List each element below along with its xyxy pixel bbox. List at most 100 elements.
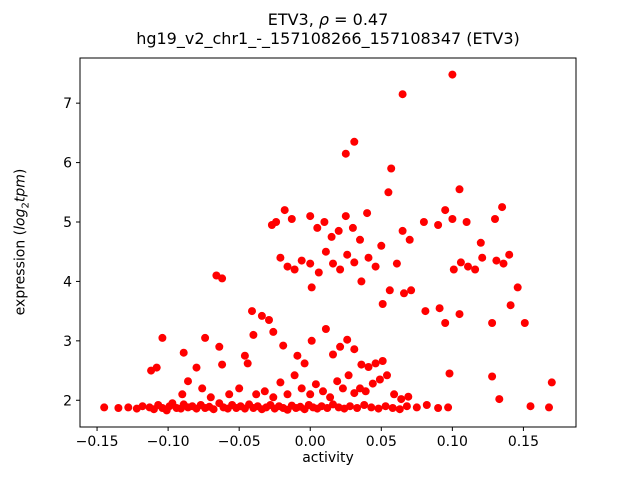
scatter-point: [243, 359, 252, 368]
scatter-point: [364, 363, 373, 371]
scatter-point: [343, 250, 352, 259]
y-tick-label: 5: [63, 215, 72, 231]
axes-box: [79, 57, 577, 428]
scatter-point: [398, 226, 407, 235]
x-axis-label: activity: [302, 450, 354, 466]
scatter-point: [371, 262, 380, 271]
scatter-point: [395, 405, 404, 414]
scatter-point: [434, 221, 443, 229]
scatter-point: [398, 90, 407, 99]
scatter-point: [290, 265, 299, 274]
scatter-point: [448, 70, 457, 79]
chart-title: ETV3, ρ = 0.47: [267, 10, 389, 29]
scatter-point: [400, 289, 408, 298]
y-tick-label: 3: [63, 334, 72, 350]
scatter-point: [492, 256, 501, 265]
scatter-point: [276, 378, 285, 387]
scatter-point: [392, 259, 401, 268]
scatter-point: [444, 403, 453, 412]
scatter-point: [471, 265, 480, 274]
scatter-point: [100, 403, 109, 412]
scatter-point: [215, 342, 224, 351]
scatter-point: [138, 402, 147, 411]
scatter-point: [441, 206, 450, 215]
scatter-point: [407, 286, 416, 295]
scatter-point: [252, 390, 261, 399]
scatter-point: [421, 307, 430, 316]
scatter-point: [357, 277, 366, 286]
scatter-point: [350, 345, 359, 354]
scatter-point: [311, 380, 320, 389]
scatter-point: [283, 390, 292, 399]
scatter-point: [321, 325, 330, 333]
scatter-point: [404, 392, 413, 401]
scatter-point: [371, 359, 380, 368]
scatter-point: [293, 351, 302, 360]
scatter-point: [279, 341, 288, 350]
scatter-point: [269, 393, 278, 402]
x-tick-label: 0.10: [437, 434, 468, 450]
scatter-point: [290, 371, 299, 380]
scatter-point: [249, 330, 258, 339]
scatter-point: [326, 393, 335, 402]
scatter-point: [374, 404, 383, 413]
scatter-point: [283, 262, 292, 271]
scatter-point: [361, 387, 370, 396]
scatter-point: [488, 319, 497, 327]
scatter-point: [388, 404, 397, 412]
scatter-point: [265, 316, 273, 324]
scatter-point: [333, 377, 342, 386]
scatter-point: [434, 404, 443, 412]
scatter-point: [313, 223, 322, 232]
scatter-point: [455, 185, 464, 194]
scatter-point: [348, 223, 357, 232]
chart-subtitle: hg19_v2_chr1_-_157108266_157108347 (ETV3…: [136, 29, 520, 48]
scatter-point: [495, 395, 504, 404]
x-tick-label: −0.10: [147, 434, 190, 450]
scatter-point: [297, 256, 306, 265]
scatter-point: [307, 283, 316, 292]
scatter-point: [384, 188, 393, 197]
scatter-point: [356, 235, 364, 244]
scatter-point: [350, 258, 359, 267]
scatter-point: [390, 390, 399, 399]
scatter-point: [276, 253, 285, 262]
scatter-point: [218, 274, 227, 283]
scatter-point: [377, 241, 386, 250]
scatter-point: [323, 404, 332, 412]
scatter-point: [320, 218, 329, 226]
scatter-point: [235, 384, 244, 393]
scatter-point: [381, 402, 390, 411]
y-tick-label: 6: [63, 156, 72, 172]
scatter-point: [368, 379, 377, 388]
scatter-point: [158, 333, 167, 342]
scatter-point: [363, 209, 372, 218]
scatter-point: [179, 348, 188, 357]
scatter-point: [456, 258, 465, 267]
scatter-point: [385, 286, 394, 295]
scatter-point: [329, 350, 337, 359]
scatter-point: [478, 253, 487, 262]
scatter-point: [334, 226, 343, 235]
scatter-point: [297, 384, 306, 393]
scatter-point: [357, 360, 366, 369]
scatter-point: [257, 311, 266, 320]
scatter-point: [378, 300, 387, 308]
chart-title-block: ETV3, ρ = 0.47 hg19_v2_chr1_-_157108266_…: [80, 10, 576, 48]
scatter-point: [445, 369, 454, 378]
scatter-point: [306, 259, 315, 268]
scatter-point: [378, 357, 387, 365]
scatter-point: [375, 375, 384, 384]
scatter-point: [526, 402, 535, 411]
scatter-point: [422, 401, 431, 409]
scatter-point: [225, 390, 234, 399]
y-axis-label: expression (log2tpm): [12, 168, 32, 316]
scatter-point: [350, 389, 359, 398]
x-tick-label: 0.05: [366, 434, 397, 450]
scatter-point: [419, 218, 428, 226]
scatter-point: [449, 265, 458, 274]
scatter-point: [192, 363, 201, 372]
rho-symbol: ρ: [318, 10, 330, 29]
scatter-point: [240, 351, 249, 360]
